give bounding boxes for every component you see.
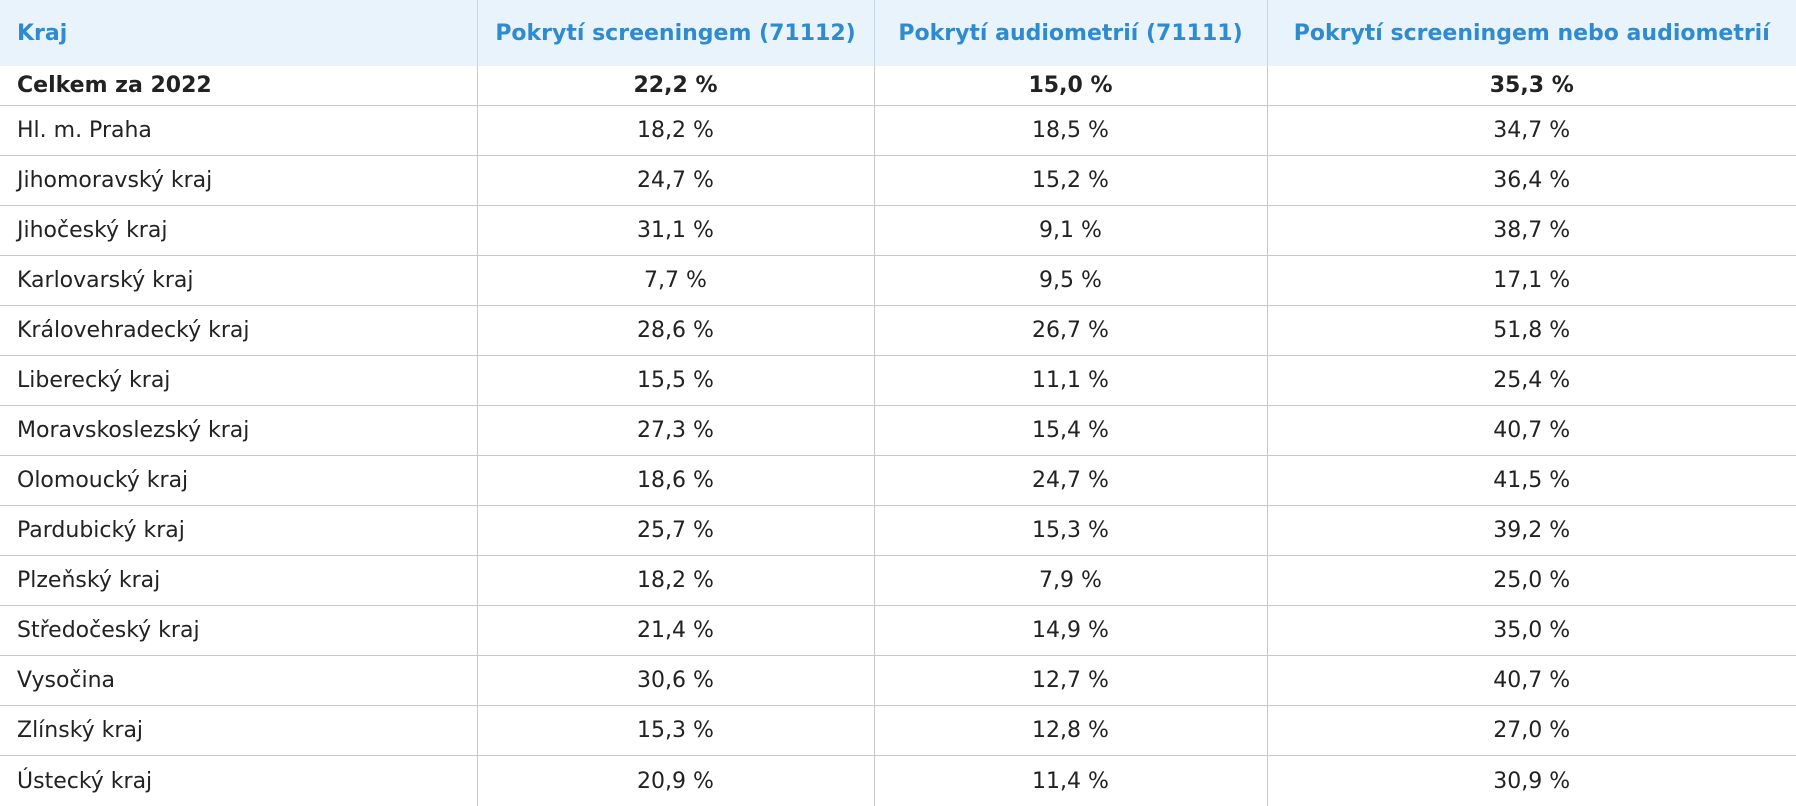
audiometry-cell: 9,1 % — [874, 206, 1267, 256]
region-cell: Pardubický kraj — [0, 506, 477, 556]
screening-cell: 28,6 % — [477, 306, 874, 356]
region-cell: Olomoucký kraj — [0, 456, 477, 506]
region-cell: Jihočeský kraj — [0, 206, 477, 256]
screening-cell: 20,9 % — [477, 756, 874, 806]
audiometry-cell: 15,2 % — [874, 156, 1267, 206]
either-cell: 35,0 % — [1267, 606, 1796, 656]
region-cell: Středočeský kraj — [0, 606, 477, 656]
screening-cell: 18,2 % — [477, 556, 874, 606]
screening-cell: 24,7 % — [477, 156, 874, 206]
total-audiometry: 15,0 % — [874, 66, 1267, 106]
header-either-coverage: Pokrytí screeningem nebo audiometrií — [1267, 0, 1796, 66]
either-cell: 41,5 % — [1267, 456, 1796, 506]
either-cell: 30,9 % — [1267, 756, 1796, 806]
region-cell: Vysočina — [0, 656, 477, 706]
audiometry-cell: 11,1 % — [874, 356, 1267, 406]
audiometry-cell: 12,7 % — [874, 656, 1267, 706]
audiometry-cell: 24,7 % — [874, 456, 1267, 506]
total-row: Celkem za 2022 22,2 % 15,0 % 35,3 % — [0, 66, 1796, 106]
screening-cell: 25,7 % — [477, 506, 874, 556]
either-cell: 51,8 % — [1267, 306, 1796, 356]
screening-cell: 15,5 % — [477, 356, 874, 406]
region-cell: Moravskoslezský kraj — [0, 406, 477, 456]
region-cell: Plzeňský kraj — [0, 556, 477, 606]
total-screening: 22,2 % — [477, 66, 874, 106]
screening-cell: 21,4 % — [477, 606, 874, 656]
either-cell: 40,7 % — [1267, 406, 1796, 456]
audiometry-cell: 12,8 % — [874, 706, 1267, 756]
screening-cell: 18,2 % — [477, 106, 874, 156]
screening-cell: 27,3 % — [477, 406, 874, 456]
header-audiometry-coverage: Pokrytí audiometrií (71111) — [874, 0, 1267, 66]
audiometry-cell: 14,9 % — [874, 606, 1267, 656]
table-header: Kraj Pokrytí screeningem (71112) Pokrytí… — [0, 0, 1796, 66]
region-cell: Královehradecký kraj — [0, 306, 477, 356]
table-body: Celkem za 2022 22,2 % 15,0 % 35,3 % Hl. … — [0, 66, 1796, 806]
either-cell: 25,4 % — [1267, 356, 1796, 406]
either-cell: 38,7 % — [1267, 206, 1796, 256]
audiometry-cell: 11,4 % — [874, 756, 1267, 806]
region-cell: Ústecký kraj — [0, 756, 477, 806]
audiometry-cell: 26,7 % — [874, 306, 1267, 356]
total-either: 35,3 % — [1267, 66, 1796, 106]
region-cell: Hl. m. Praha — [0, 106, 477, 156]
header-region: Kraj — [0, 0, 477, 66]
region-cell: Liberecký kraj — [0, 356, 477, 406]
either-cell: 27,0 % — [1267, 706, 1796, 756]
audiometry-cell: 18,5 % — [874, 106, 1267, 156]
screening-cell: 7,7 % — [477, 256, 874, 306]
either-cell: 34,7 % — [1267, 106, 1796, 156]
screening-cell: 30,6 % — [477, 656, 874, 706]
region-cell: Jihomoravský kraj — [0, 156, 477, 206]
either-cell: 36,4 % — [1267, 156, 1796, 206]
header-screening-coverage: Pokrytí screeningem (71112) — [477, 0, 874, 66]
either-cell: 17,1 % — [1267, 256, 1796, 306]
header-row: Kraj Pokrytí screeningem (71112) Pokrytí… — [0, 0, 1796, 66]
audiometry-cell: 7,9 % — [874, 556, 1267, 606]
screening-cell: 31,1 % — [477, 206, 874, 256]
audiometry-cell: 15,3 % — [874, 506, 1267, 556]
either-cell: 40,7 % — [1267, 656, 1796, 706]
either-cell: 39,2 % — [1267, 506, 1796, 556]
screening-cell: 18,6 % — [477, 456, 874, 506]
audiometry-cell: 9,5 % — [874, 256, 1267, 306]
screening-cell: 15,3 % — [477, 706, 874, 756]
audiometry-cell: 15,4 % — [874, 406, 1267, 456]
region-cell: Zlínský kraj — [0, 706, 477, 756]
region-cell: Karlovarský kraj — [0, 256, 477, 306]
total-label: Celkem za 2022 — [0, 66, 477, 106]
either-cell: 25,0 % — [1267, 556, 1796, 606]
